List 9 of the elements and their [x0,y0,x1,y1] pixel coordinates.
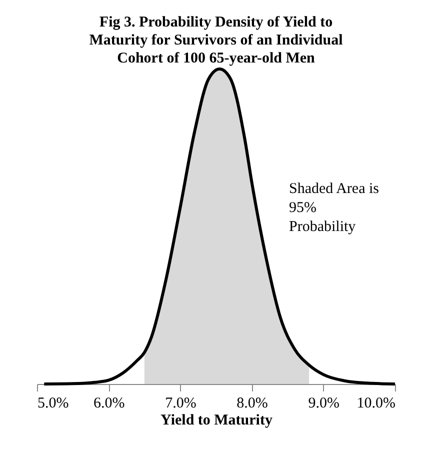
chart-title: Fig 3. Probability Density of Yield to Maturity for Survivors of an Individual Cohort of 100 65-year-old Men [89,14,343,66]
annotation: Shaded Area is 95% Probability [289,181,380,235]
x-tick-label: 8.0% [236,396,268,412]
x-tick-label: 9.0% [308,396,340,412]
x-axis-title: Yield to Maturity [160,412,273,428]
x-tick-label: 10.0% [356,396,396,412]
x-tick-label: 7.0% [165,396,196,412]
x-tick-label: 6.0% [93,396,125,412]
x-tick-label: 5.0% [38,396,69,412]
